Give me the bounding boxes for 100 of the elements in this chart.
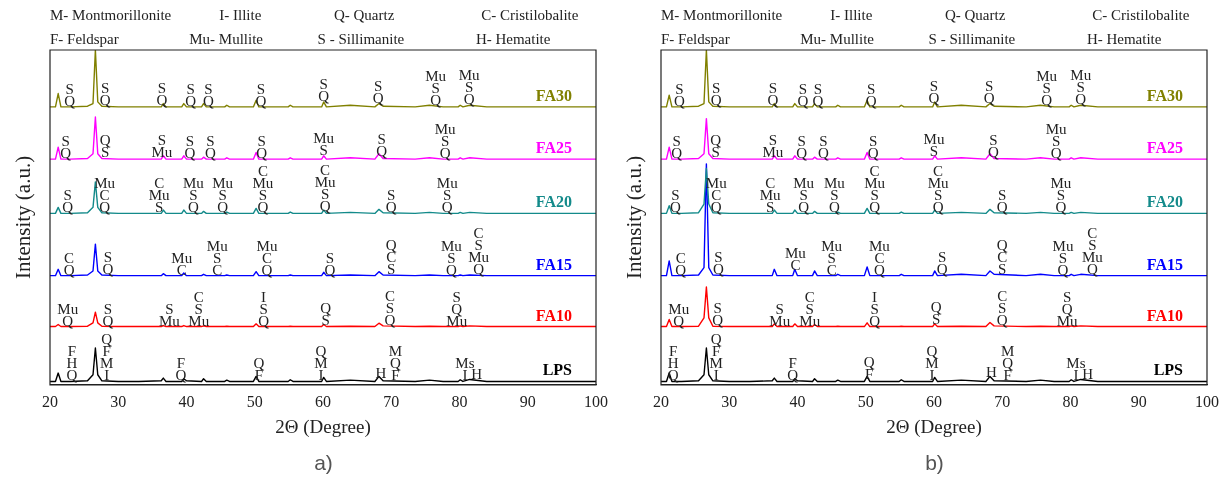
annotation: C S Mu [799, 288, 821, 329]
x-tick-label: 80 [451, 392, 468, 410]
annotation: C Mu S [759, 175, 782, 216]
annotation: Mu S C [821, 237, 843, 278]
annotation: S Q [376, 130, 388, 159]
annotation: S Mu [769, 300, 791, 329]
x-tick-label: 40 [789, 392, 806, 410]
annotation: Mu C [171, 249, 193, 278]
annotation: S Q [796, 133, 808, 162]
annotation: Q S [99, 132, 111, 161]
annotation: Mu S Q [440, 237, 463, 278]
annotation: Mu S Q [436, 175, 459, 216]
text: I- Illite [219, 7, 262, 23]
annotation: Q M I [925, 343, 939, 384]
annotation: C S Q [996, 288, 1008, 329]
annotation: S Mu [151, 132, 173, 161]
series-label: FA25 [1146, 139, 1183, 157]
annotation: Mu C Q [94, 174, 116, 215]
series-label: FA15 [1146, 255, 1183, 273]
annotation: Mu Q [668, 300, 690, 329]
x-tick-label: 90 [1130, 392, 1147, 410]
annotation: C Mu S Q [314, 161, 336, 214]
annotation: Mu S Q [434, 121, 457, 162]
text: S - Sillimanite [928, 31, 1016, 47]
x-axis-title: 2Θ (Degree) [275, 416, 371, 439]
x-tick-label: 100 [584, 392, 608, 410]
x-tick-label: 40 [178, 392, 195, 410]
series-label: FA30 [535, 86, 572, 104]
series-label: FA15 [535, 255, 572, 273]
x-tick-label: 20 [42, 392, 58, 410]
text: H- Hematite [475, 31, 551, 47]
annotation: Mu S C [206, 237, 229, 278]
annotation: S Q [318, 75, 330, 104]
annotation: S Q [710, 80, 722, 109]
annotation: S Q [102, 300, 114, 329]
annotation: S Q [983, 78, 995, 107]
annotation: Mu S Q [1070, 67, 1092, 108]
annotation: S Q [867, 133, 879, 162]
annotation: Q F M I [709, 330, 723, 383]
annotation: I S Q [869, 288, 881, 329]
annotation: Q C S [996, 237, 1008, 278]
annotation: S Q [99, 80, 111, 109]
x-tick-label: 90 [519, 392, 536, 410]
annotation: Q S [320, 300, 332, 329]
annotation: S Mu [762, 132, 784, 161]
annotation: Q S [930, 299, 942, 328]
x-tick-label: 80 [1062, 392, 1079, 410]
annotation: C S Mu Q [468, 225, 490, 278]
series-label: FA20 [1146, 193, 1183, 211]
annotation: S Q [62, 187, 74, 216]
annotation: S Q [385, 187, 397, 216]
annotation: Q S [710, 132, 722, 161]
annotation: S Q [64, 80, 76, 109]
text: F- Feldspar [50, 31, 119, 47]
annotation: S Q [184, 133, 196, 162]
x-tick-label: 50 [246, 392, 263, 410]
annotation: Mu S [923, 130, 945, 159]
annotation: S Q [987, 131, 999, 160]
annotation: Mu S Q [458, 67, 480, 108]
x-tick-label: 50 [857, 392, 874, 410]
annotation: S Q [256, 133, 268, 162]
annotation: C Mu S Q [927, 163, 950, 216]
annotation: Q F [253, 355, 265, 384]
annotation: C Mu S Q [864, 163, 886, 216]
annotation: Q C S [385, 237, 397, 278]
annotation: C Mu S Q [252, 163, 274, 216]
annotation: Q F [863, 354, 875, 383]
annotation: C Q [675, 249, 687, 278]
annotation: S Q [671, 133, 683, 162]
annotation: Mu S Q [1045, 121, 1068, 162]
annotation: Mu S Q [425, 67, 447, 108]
annotation: S Q [797, 80, 809, 109]
annotation: S Q [202, 80, 214, 109]
annotation: S Q [156, 79, 168, 108]
annotation: Q F M I [99, 330, 114, 383]
annotation: C S Q [384, 287, 396, 328]
annotation: S Q [767, 79, 779, 108]
y-axis-title: Intensity (a.u.) [10, 155, 35, 279]
annotation: S Q [936, 249, 948, 278]
annotation: Mu S Q [1050, 175, 1072, 216]
annotation: Q M I [314, 343, 328, 384]
annotation: F H Q [66, 343, 78, 384]
series-label: FA10 [535, 306, 572, 324]
x-axis-title: 2Θ (Degree) [886, 416, 982, 439]
text: H- Hematite [1086, 31, 1162, 47]
annotation: Mu C Q [256, 237, 278, 278]
text: Q- Quartz [944, 7, 1006, 23]
annotation: S Q [865, 80, 877, 109]
annotation: Mu S Q [1052, 237, 1074, 278]
x-tick-label: 70 [383, 392, 400, 410]
annotation: C Mu S [148, 175, 171, 216]
x-tick-label: 60 [315, 392, 331, 410]
annotation: S Q [712, 249, 724, 278]
annotation: M Q F [1001, 343, 1015, 384]
text: I- Illite [830, 7, 873, 23]
text: Mu- Mullite [189, 31, 264, 47]
annotation: S Q [60, 133, 72, 162]
text: a) [314, 451, 333, 475]
annotation: Mu C [785, 244, 807, 273]
annotation: S Q [372, 78, 384, 107]
